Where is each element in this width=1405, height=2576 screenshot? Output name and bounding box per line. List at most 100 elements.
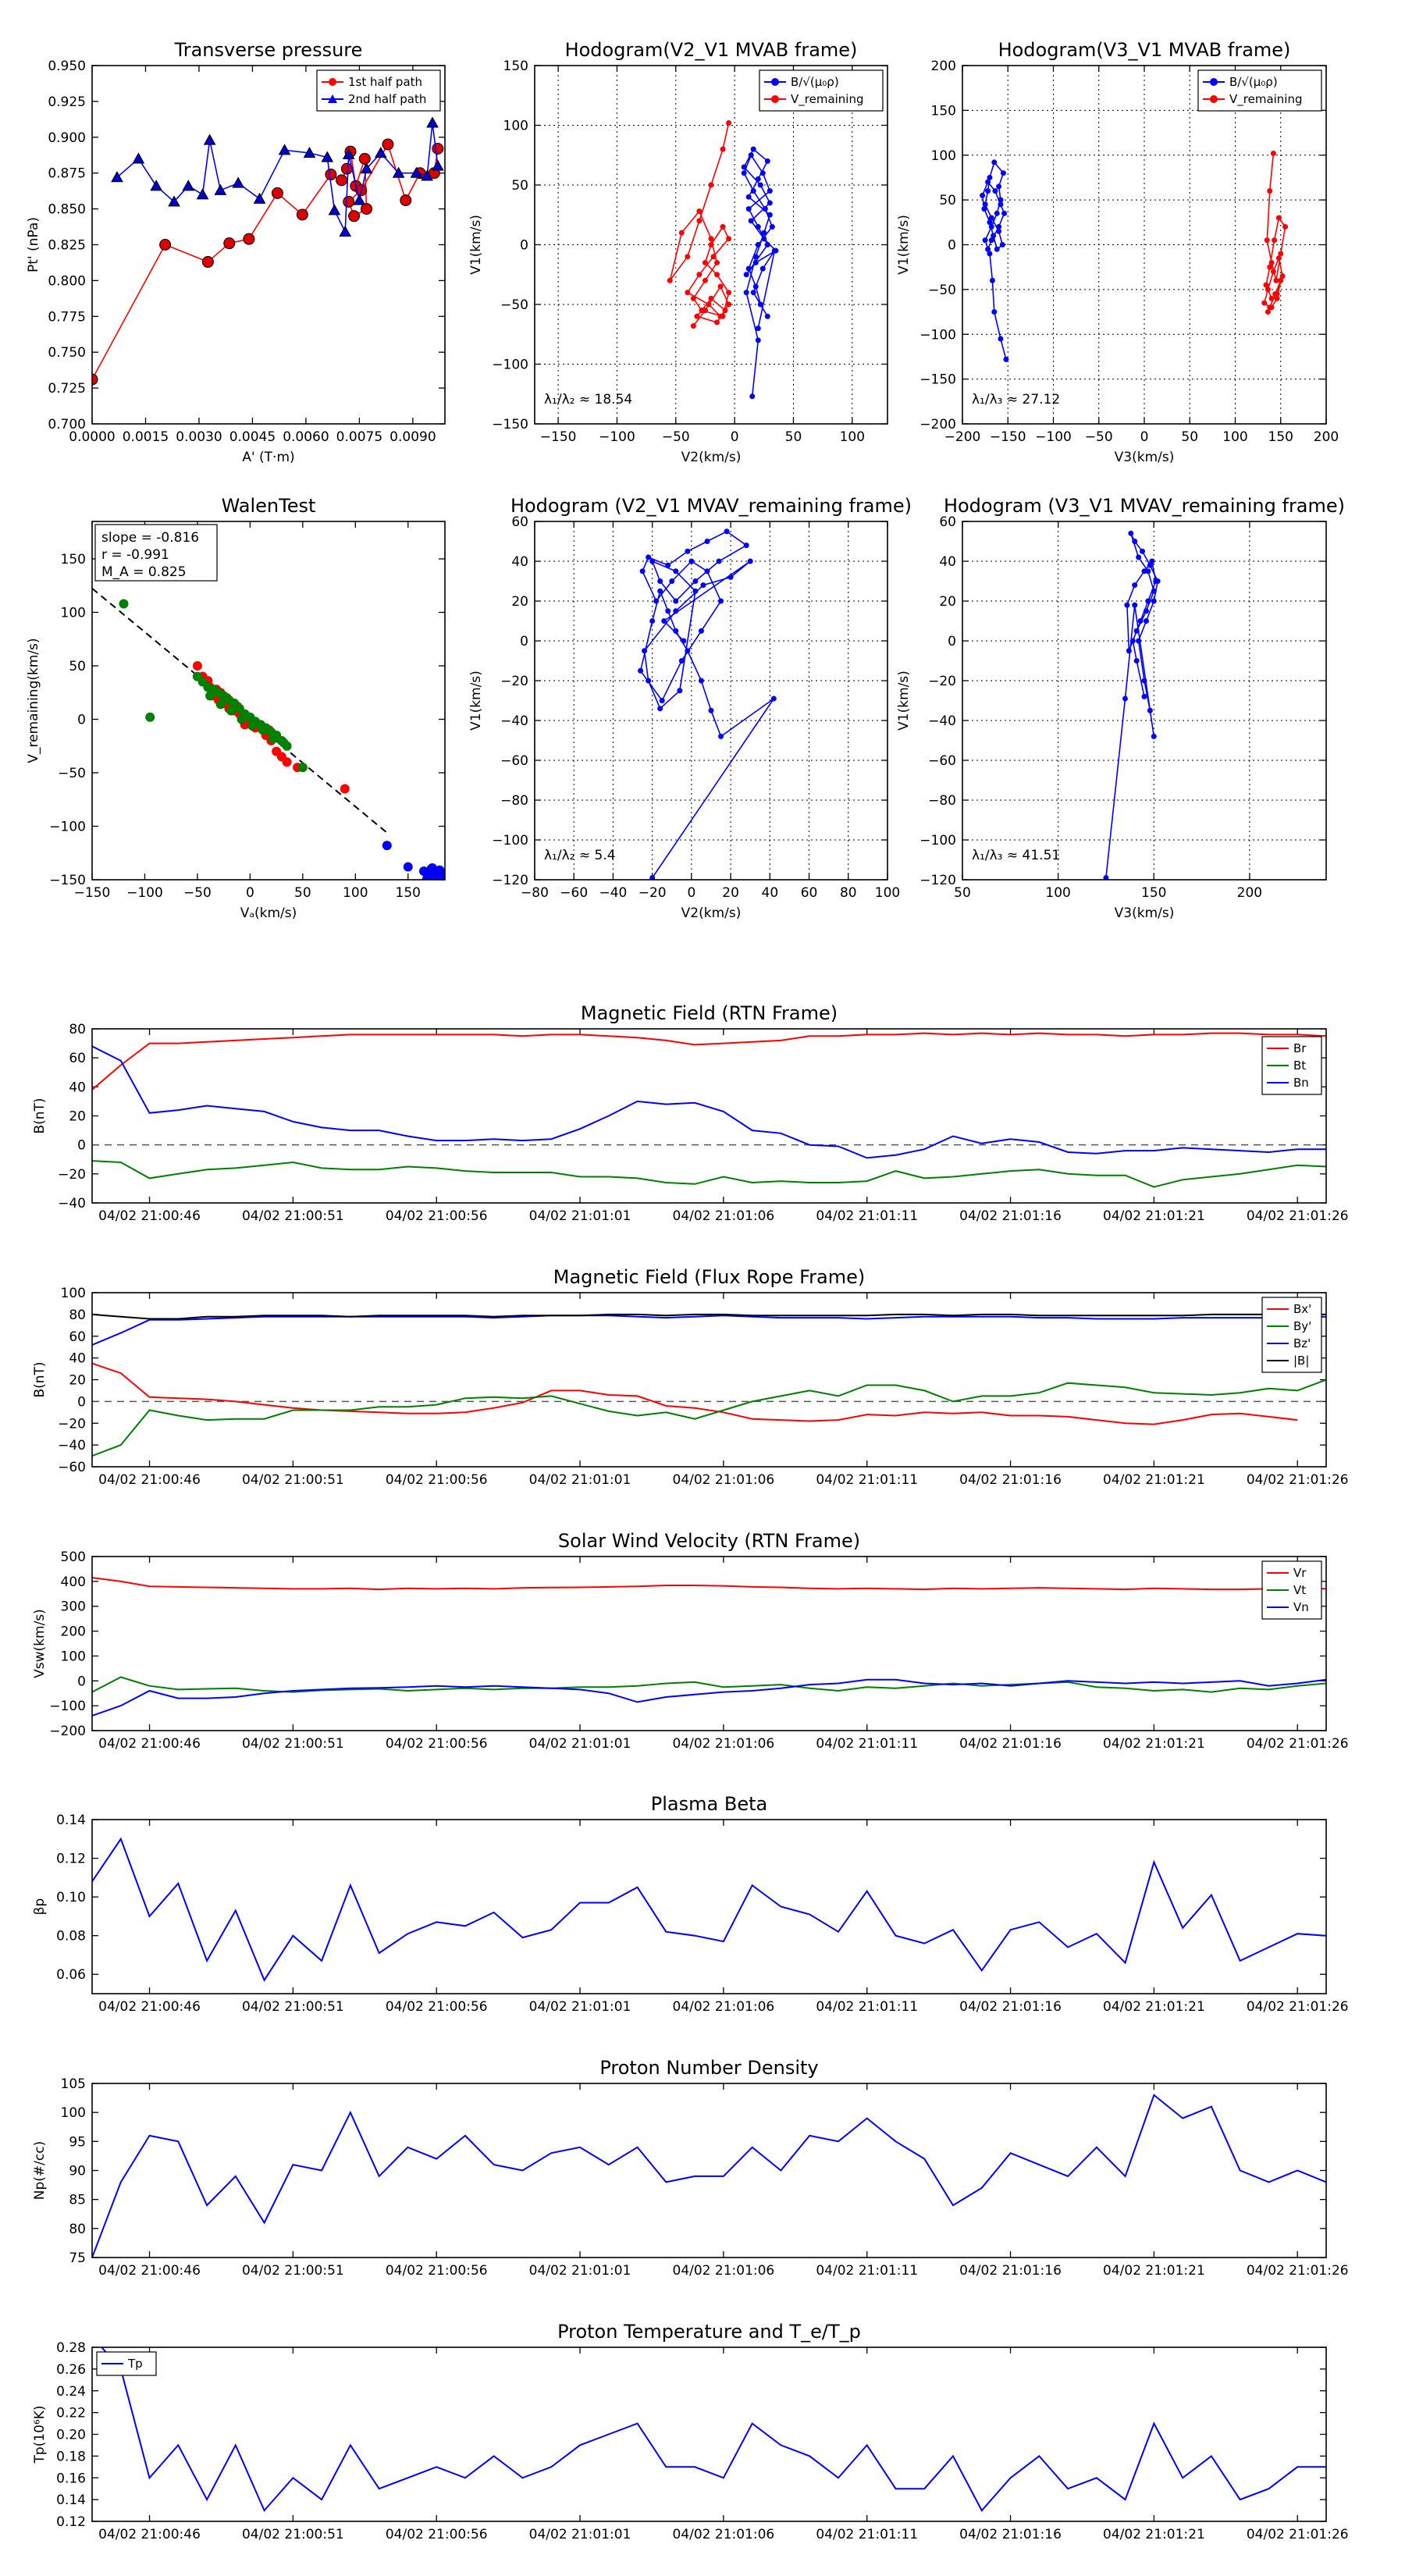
y-tick-label: 20 bbox=[939, 594, 956, 610]
data-point bbox=[214, 183, 227, 195]
data-point bbox=[119, 599, 129, 609]
x-tick-label: 0.0000 bbox=[69, 429, 115, 445]
x-tick-label: 04/02 21:00:46 bbox=[98, 2527, 201, 2542]
eigenvalue-ratio-label: λ₁/λ₃ ≈ 27.12 bbox=[972, 392, 1060, 407]
data-point bbox=[717, 283, 724, 290]
y-tick-label: 50 bbox=[69, 659, 86, 674]
x-tick-label: 40 bbox=[762, 885, 779, 901]
data-point bbox=[432, 159, 444, 171]
y-tick-label: 0.14 bbox=[56, 1813, 86, 1828]
data-point bbox=[762, 206, 768, 212]
x-axis-label: V2(km/s) bbox=[681, 450, 742, 465]
y-tick-label: 0.700 bbox=[48, 417, 86, 432]
x-tick-label: 150 bbox=[1141, 885, 1166, 901]
chart-vsw: Solar Wind Velocity (RTN Frame) 04/02 21:… bbox=[32, 1530, 1349, 1752]
chart-title: Proton Temperature and T_e/T_p bbox=[557, 2321, 861, 2343]
x-tick-label: 04/02 21:01:11 bbox=[816, 2263, 918, 2279]
data-point bbox=[988, 237, 994, 244]
data-point bbox=[279, 738, 289, 748]
x-tick-label: 04/02 21:01:06 bbox=[673, 1999, 775, 2015]
y-tick-label: −100 bbox=[49, 819, 86, 834]
y-tick-label: −20 bbox=[58, 1167, 86, 1183]
data-point bbox=[1140, 548, 1146, 554]
y-tick-label: −40 bbox=[58, 1438, 86, 1453]
data-point bbox=[271, 187, 283, 199]
data-point bbox=[987, 251, 993, 257]
data-point bbox=[771, 247, 777, 254]
data-point bbox=[639, 568, 646, 575]
series-line-bz- bbox=[92, 1315, 1326, 1346]
x-tick-label: 100 bbox=[840, 429, 865, 445]
y-tick-label: 40 bbox=[939, 554, 956, 570]
data-point bbox=[755, 224, 761, 230]
data-point bbox=[646, 678, 652, 684]
data-point bbox=[673, 568, 679, 575]
data-point bbox=[1272, 291, 1279, 297]
x-tick-label: 0 bbox=[246, 885, 254, 901]
y-tick-label: −200 bbox=[919, 417, 956, 432]
annotation-line: M_A = 0.825 bbox=[101, 564, 187, 580]
y-tick-label: −40 bbox=[500, 713, 528, 729]
data-point bbox=[253, 192, 266, 204]
data-point bbox=[750, 188, 756, 194]
data-point bbox=[1147, 707, 1153, 713]
y-axis-label: Tp(10⁶K) bbox=[32, 2405, 48, 2464]
y-tick-label: 75 bbox=[69, 2250, 86, 2266]
data-point bbox=[1133, 628, 1140, 634]
data-point bbox=[638, 667, 644, 674]
x-tick-label: 0.0090 bbox=[389, 429, 436, 445]
axes-frame bbox=[91, 2083, 1327, 2258]
data-point bbox=[743, 290, 749, 296]
plot-area bbox=[92, 1313, 1326, 1457]
plot-area bbox=[638, 528, 777, 880]
data-point bbox=[659, 698, 665, 703]
data-point bbox=[132, 152, 145, 164]
data-point bbox=[1136, 638, 1142, 644]
x-tick-label: 04/02 21:01:06 bbox=[673, 2527, 775, 2542]
data-point bbox=[296, 208, 308, 221]
x-tick-label: −60 bbox=[560, 885, 588, 901]
data-point bbox=[726, 290, 732, 296]
data-point bbox=[150, 180, 163, 191]
data-point bbox=[706, 301, 712, 308]
data-point bbox=[985, 179, 991, 185]
y-tick-label: −50 bbox=[928, 283, 956, 298]
data-point bbox=[700, 582, 706, 589]
data-point bbox=[1128, 530, 1134, 536]
chart-title: Plasma Beta bbox=[651, 1793, 767, 1815]
y-tick-label: 0 bbox=[77, 1394, 86, 1410]
series-line-br bbox=[92, 1032, 1326, 1091]
data-point bbox=[1270, 150, 1276, 156]
x-tick-label: 100 bbox=[875, 885, 900, 901]
y-axis-label: B(nT) bbox=[32, 1361, 48, 1397]
data-point bbox=[998, 336, 1004, 342]
y-tick-label: 0.800 bbox=[48, 273, 86, 289]
x-tick-label: 04/02 21:01:21 bbox=[1103, 1208, 1205, 1224]
y-tick-label: 60 bbox=[69, 1329, 86, 1345]
x-tick-label: 50 bbox=[785, 429, 802, 445]
y-tick-label: 85 bbox=[69, 2193, 86, 2208]
x-tick-label: 200 bbox=[1314, 429, 1339, 445]
y-axis-label: V1(km/s) bbox=[896, 215, 912, 275]
plot-area bbox=[92, 1837, 1326, 1982]
annotation-line: slope = -0.816 bbox=[101, 530, 199, 546]
data-point bbox=[1132, 582, 1138, 589]
y-tick-label: −80 bbox=[928, 793, 956, 809]
data-point bbox=[667, 277, 673, 283]
chart-mag_rtn: Magnetic Field (RTN Frame) 04/02 21:00:46… bbox=[32, 1002, 1349, 1224]
data-point bbox=[422, 873, 432, 880]
data-point bbox=[1137, 618, 1144, 624]
y-tick-label: 20 bbox=[511, 594, 528, 610]
chart-title: Hodogram (V3_V1 MVAV_remaining frame) bbox=[944, 495, 1345, 517]
y-tick-label: 200 bbox=[931, 59, 956, 74]
data-point bbox=[999, 242, 1005, 247]
x-tick-label: 04/02 21:01:01 bbox=[529, 1472, 631, 1488]
y-tick-label: 40 bbox=[511, 554, 528, 570]
legend-label: Bz' bbox=[1293, 1336, 1311, 1350]
data-point bbox=[745, 206, 752, 212]
data-point bbox=[282, 757, 292, 767]
data-point bbox=[678, 658, 685, 664]
legend-label: Tp bbox=[127, 2357, 143, 2371]
data-point bbox=[361, 203, 373, 215]
plot-area bbox=[92, 116, 444, 386]
